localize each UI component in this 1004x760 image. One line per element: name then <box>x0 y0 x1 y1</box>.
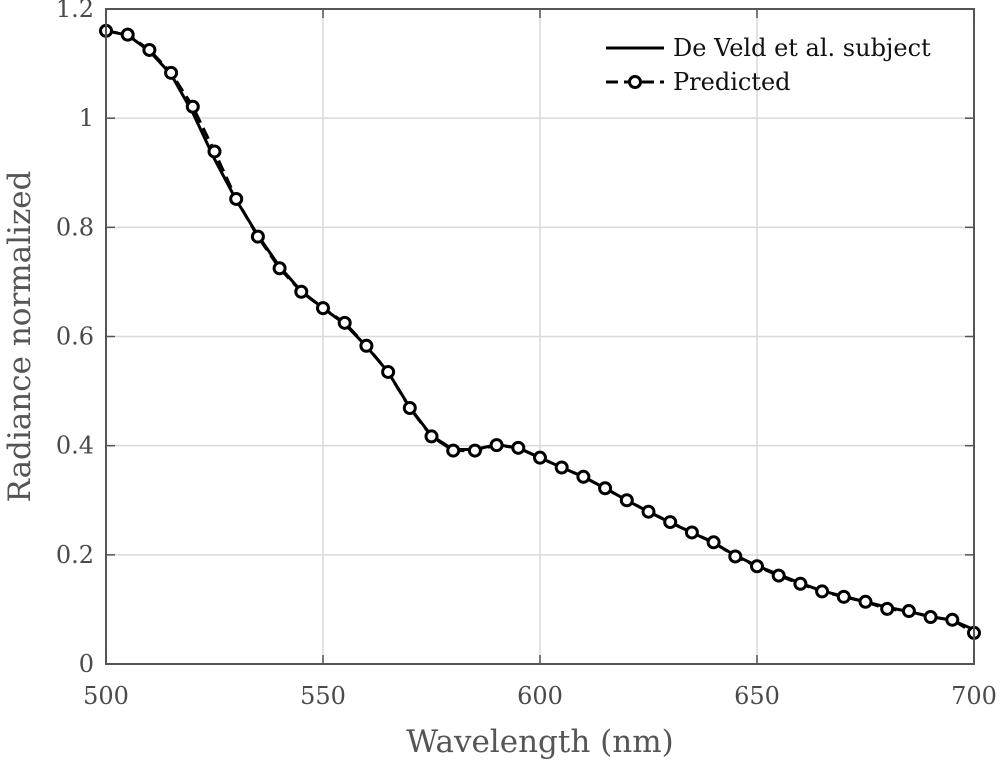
y-axis-label: Radiance normalized <box>2 171 38 503</box>
predicted-point <box>858 594 873 609</box>
axis-ticks <box>105 8 975 665</box>
x-tick-label: 500 <box>83 682 129 710</box>
legend: De Veld et al. subject Predicted <box>606 34 931 96</box>
predicted-point <box>511 440 526 455</box>
predicted-point <box>923 610 938 625</box>
y-tick-label: 0.2 <box>56 541 94 569</box>
predicted-point <box>945 612 960 627</box>
predicted-point <box>424 429 439 444</box>
predicted-point <box>272 261 287 276</box>
predicted-point <box>554 460 569 475</box>
predicted-point <box>316 301 330 316</box>
predicted-point <box>706 535 721 550</box>
y-tick-label: 0.4 <box>56 432 94 460</box>
predicted-point <box>663 515 678 530</box>
legend-label-measured: De Veld et al. subject <box>673 34 931 62</box>
x-tick-label: 600 <box>517 682 563 710</box>
y-tick-label: 0.8 <box>56 213 94 241</box>
x-tick-label: 700 <box>951 682 997 710</box>
y-tick-label: 1 <box>79 104 94 132</box>
predicted-point <box>207 144 222 159</box>
y-tick-label: 1.2 <box>56 0 94 23</box>
predicted-point <box>467 443 482 458</box>
x-tick-label: 650 <box>734 682 780 710</box>
predicted-point <box>619 493 634 508</box>
predicted-point <box>185 99 200 114</box>
grid <box>105 8 975 665</box>
x-axis-label: Wavelength (nm) <box>406 724 673 760</box>
predicted-point <box>793 576 808 591</box>
legend-label-predicted: Predicted <box>673 68 791 96</box>
predicted-point <box>446 443 461 458</box>
predicted-point <box>533 450 547 465</box>
predicted-point <box>381 364 396 379</box>
predicted-point <box>294 284 309 299</box>
predicted-point <box>815 584 830 599</box>
y-tick-label: 0.6 <box>56 323 94 351</box>
predicted-point <box>120 27 135 42</box>
x-tick-label: 550 <box>300 682 346 710</box>
predicted-point <box>750 559 764 574</box>
predicted-point <box>728 549 743 564</box>
predicted-point <box>359 338 374 353</box>
predicted-point <box>684 525 699 540</box>
predicted-point <box>598 481 613 496</box>
legend-marker-predicted <box>628 75 642 89</box>
predicted-point <box>641 504 656 519</box>
predicted-point <box>901 604 916 619</box>
tick-labels: 500 550 600 650 700 0 0.2 0.4 0.6 0.8 1 1.2 <box>56 0 997 710</box>
predicted-point <box>880 601 895 616</box>
series-layer <box>99 23 981 640</box>
predicted-point <box>576 469 591 484</box>
y-tick-label: 0 <box>79 650 94 678</box>
predicted-point <box>489 438 504 453</box>
predicted-point <box>402 401 417 416</box>
predicted-point <box>142 42 157 57</box>
predicted-point <box>164 65 179 80</box>
predicted-point <box>771 568 786 583</box>
predicted-point <box>836 589 851 604</box>
predicted-point <box>229 191 244 206</box>
predicted-point <box>250 229 265 244</box>
predicted-point <box>337 315 352 330</box>
